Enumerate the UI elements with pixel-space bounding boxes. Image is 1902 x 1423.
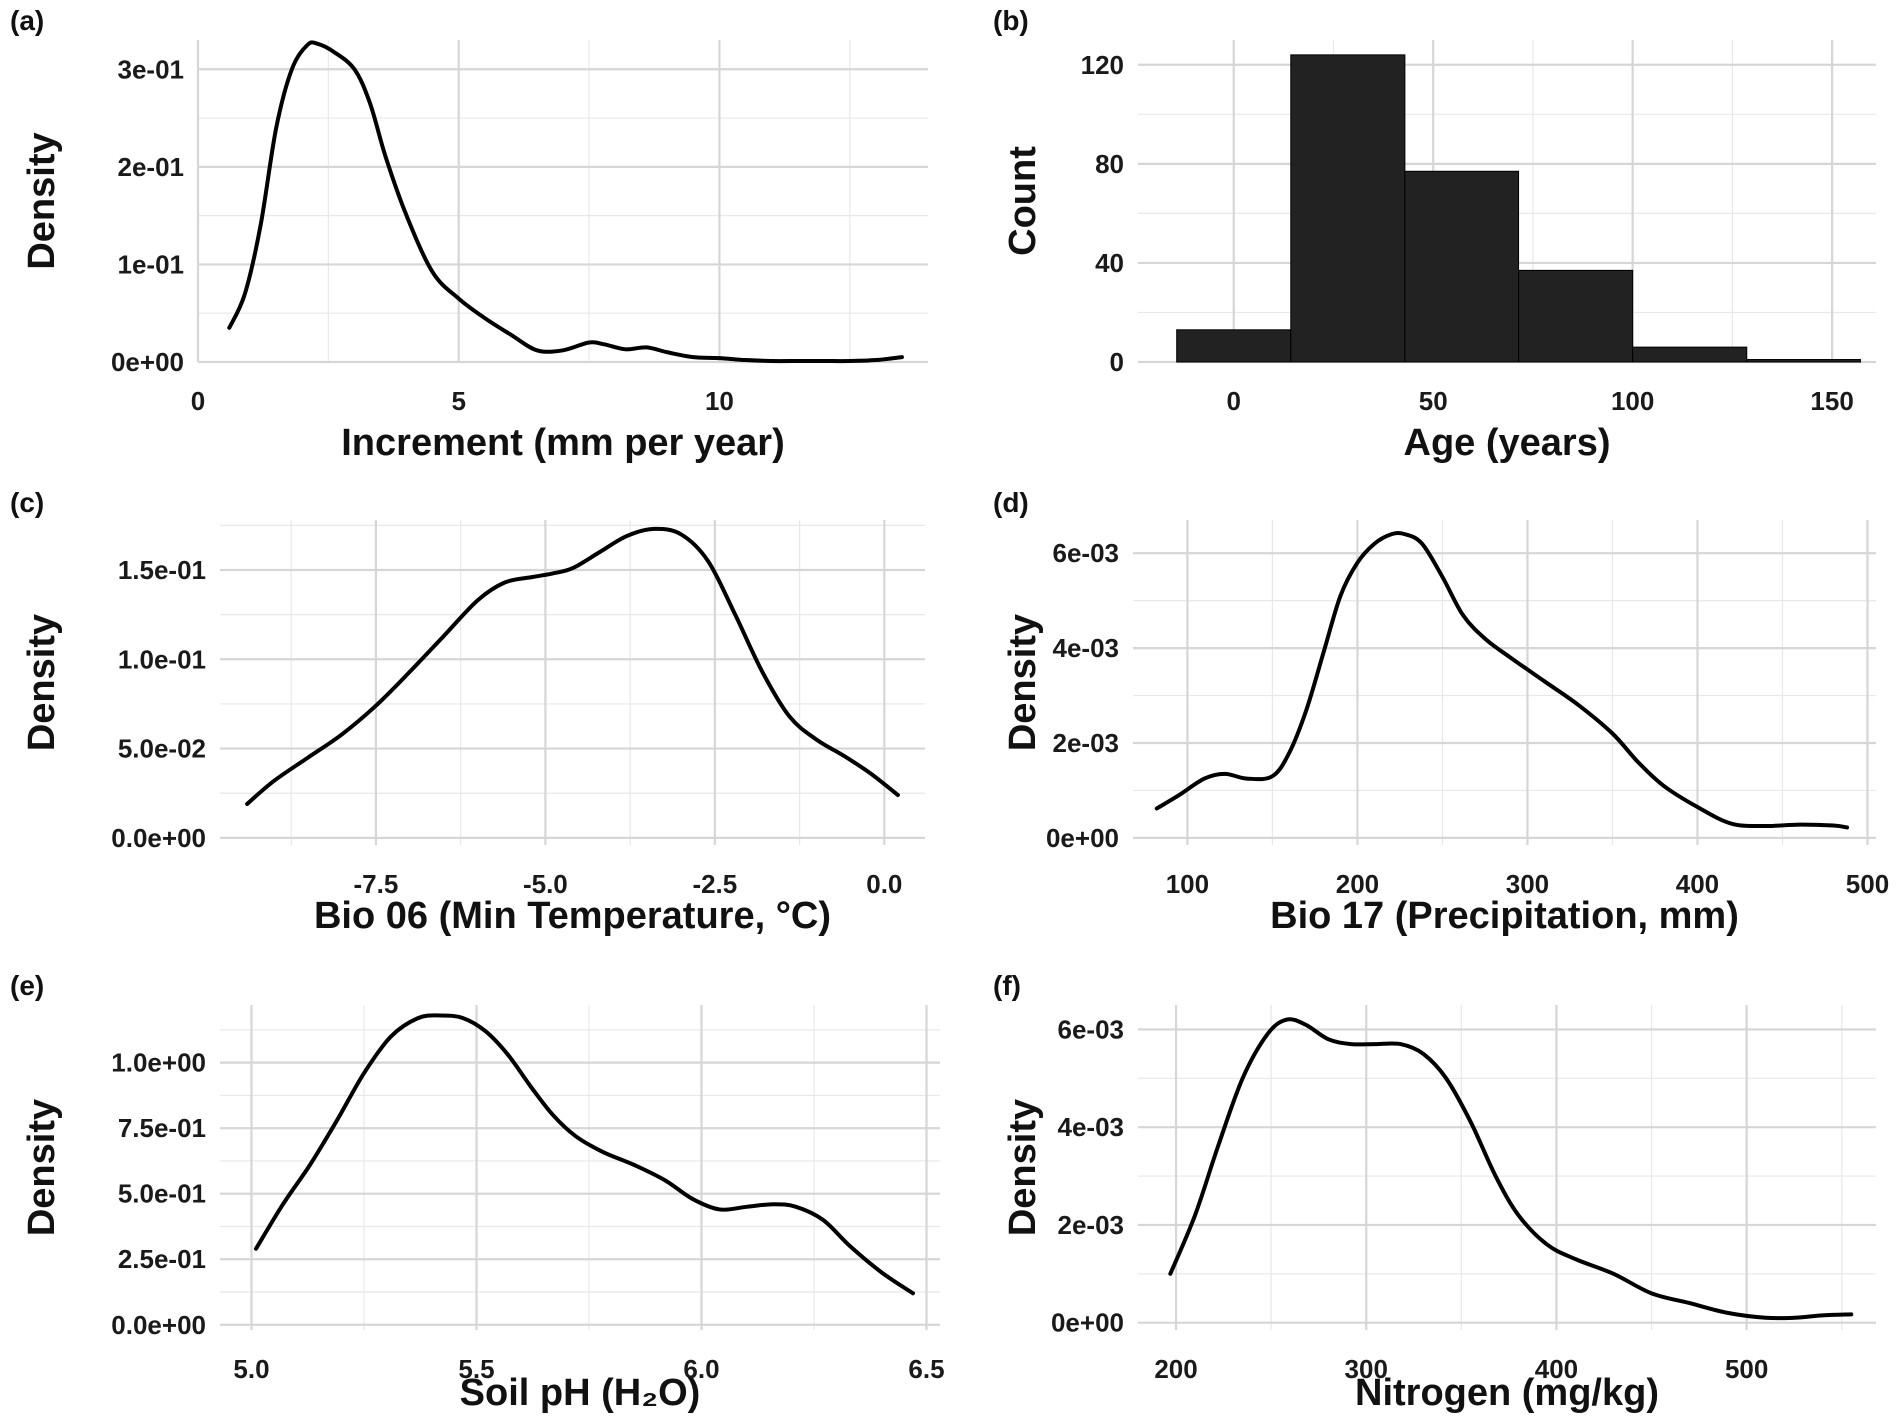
x-tick-label: 10	[705, 386, 734, 416]
x-axis-title: Increment (mm per year)	[341, 422, 785, 464]
y-axis-title: Count	[1002, 146, 1044, 256]
panel-label: (f)	[993, 970, 1021, 1001]
x-tick-label: 0	[1227, 386, 1241, 416]
x-axis-title: Nitrogen (mg/kg)	[1355, 1372, 1659, 1414]
y-tick-label: 5.0e-01	[118, 1179, 206, 1209]
y-axis-title: Density	[21, 1099, 63, 1236]
x-tick-label: 0.0	[866, 869, 902, 899]
x-tick-label: 6.5	[908, 1354, 944, 1384]
y-tick-label: 5.0e-02	[118, 734, 206, 764]
x-tick-label: 6.0	[683, 1354, 719, 1384]
y-tick-label: 0.0e+00	[111, 1310, 206, 1340]
histogram-bar	[1632, 346, 1748, 363]
y-axis-title: Density	[1002, 614, 1044, 751]
x-tick-label: 300	[1345, 1354, 1388, 1384]
y-tick-label: 120	[1081, 50, 1124, 80]
x-axis-title: Bio 17 (Precipitation, mm)	[1270, 895, 1739, 937]
histogram-bar	[1176, 329, 1292, 363]
x-tick-label: 500	[1846, 869, 1889, 899]
panel-label: (b)	[993, 5, 1029, 36]
y-tick-label: 3e-01	[118, 54, 185, 84]
panel-label: (d)	[993, 487, 1029, 518]
x-tick-label: 100	[1611, 386, 1654, 416]
y-tick-label: 2e-01	[118, 152, 185, 182]
y-tick-label: 2.5e-01	[118, 1244, 206, 1274]
y-tick-label: 4e-03	[1058, 1112, 1125, 1142]
panel-d: 100 200 300 400 500 0e+00 2e-03 4e-03 6e-03 Bio 1…	[993, 487, 1889, 937]
histogram-bar	[1404, 170, 1520, 363]
histogram-bar	[1518, 269, 1634, 363]
density-line	[254, 1013, 915, 1296]
x-tick-label: 400	[1535, 1354, 1578, 1384]
density-line	[1168, 1017, 1854, 1321]
y-tick-label: 6e-03	[1058, 1014, 1125, 1044]
x-axis-title: Soil pH (H₂O)	[460, 1372, 701, 1414]
x-tick-label: 5.5	[458, 1354, 494, 1384]
x-tick-label: 400	[1676, 869, 1719, 899]
panel-label: (a)	[10, 5, 44, 36]
y-axis-title: Density	[21, 614, 63, 751]
x-tick-label: 5.0	[233, 1354, 269, 1384]
x-tick-label: -2.5	[692, 869, 737, 899]
panel-label: (c)	[10, 487, 44, 518]
x-tick-label: 200	[1336, 869, 1379, 899]
density-line	[1154, 531, 1850, 830]
panel-e: 5.0 5.5 6.0 6.5 0.0e+00 2.5e-01 5.0e-01 7.5e-01…	[10, 970, 945, 1414]
panel-label: (e)	[10, 970, 44, 1001]
x-axis-title: Bio 06 (Min Temperature, °C)	[314, 895, 831, 937]
histogram-bar	[1746, 359, 1861, 363]
y-tick-label: 0e+00	[111, 347, 184, 377]
y-tick-label: 0e+00	[1046, 823, 1119, 853]
y-tick-label: 6e-03	[1053, 538, 1120, 568]
x-axis-title: Age (years)	[1404, 422, 1611, 464]
y-axis-title: Density	[1002, 1099, 1044, 1236]
x-tick-label: -7.5	[354, 869, 399, 899]
panel-a: 0 5 10 0e+00 1e-01 2e-01 3e-01 Increment (mm pe…	[10, 5, 928, 464]
x-tick-label: 100	[1166, 869, 1209, 899]
y-tick-label: 2e-03	[1053, 728, 1120, 758]
y-tick-label: 4e-03	[1053, 633, 1120, 663]
histogram-bar	[1290, 54, 1406, 363]
y-axis-title: Density	[21, 132, 63, 269]
y-tick-label: 2e-03	[1058, 1210, 1125, 1240]
x-tick-label: 0	[191, 386, 205, 416]
panel-c: -7.5 -5.0 -2.5 0.0 0.0e+00 5.0e-02 1.0e-01 1.5e…	[10, 487, 925, 937]
y-tick-label: 1.0e+00	[111, 1048, 206, 1078]
y-tick-label: 40	[1095, 248, 1124, 278]
density-line	[227, 40, 904, 364]
x-tick-label: 300	[1506, 869, 1549, 899]
x-tick-label: 50	[1419, 386, 1448, 416]
x-tick-label: 150	[1810, 386, 1853, 416]
y-tick-label: 1.5e-01	[118, 555, 206, 585]
y-tick-label: 1.0e-01	[118, 644, 206, 674]
x-tick-label: 500	[1725, 1354, 1768, 1384]
panel-f: 200 300 400 500 0e+00 2e-03 4e-03 6e-03 Nitrogen…	[993, 970, 1876, 1414]
x-tick-label: 200	[1154, 1354, 1197, 1384]
density-line	[245, 526, 900, 806]
y-tick-label: 0	[1110, 347, 1124, 377]
y-tick-label: 1e-01	[118, 249, 185, 279]
x-tick-label: 5	[451, 386, 465, 416]
y-tick-label: 0e+00	[1051, 1308, 1124, 1338]
y-tick-label: 7.5e-01	[118, 1113, 206, 1143]
panel-b: 0 50 100 150 0 40 80 120 Age (years) Count (b)	[993, 5, 1876, 464]
y-tick-label: 80	[1095, 149, 1124, 179]
x-tick-label: -5.0	[523, 869, 568, 899]
y-tick-label: 0.0e+00	[111, 823, 206, 853]
